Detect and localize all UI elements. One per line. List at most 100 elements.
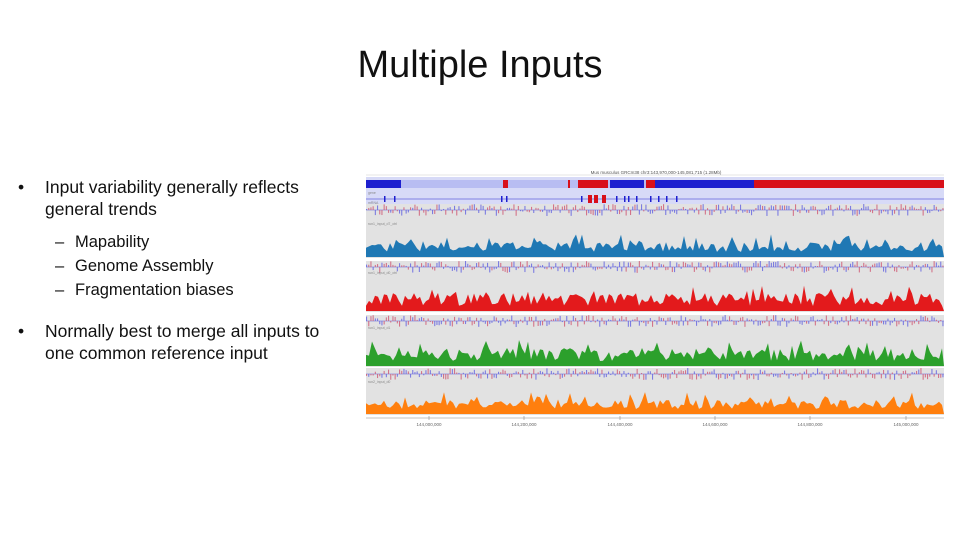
- wiggle-mark: [634, 374, 636, 377]
- wiggle-mark: [603, 204, 605, 210]
- wiggle-mark: [473, 321, 475, 324]
- wiggle-mark: [755, 208, 757, 210]
- wiggle-mark: [733, 374, 735, 380]
- wiggle-mark: [542, 371, 544, 374]
- wiggle-mark: [922, 210, 924, 216]
- wiggle-mark: [647, 371, 649, 374]
- wiggle-mark: [632, 206, 634, 210]
- wiggle-mark: [559, 267, 561, 269]
- wiggle-mark: [687, 210, 689, 215]
- wiggle-mark: [702, 319, 704, 321]
- wiggle-mark: [711, 210, 713, 216]
- wiggle-mark: [579, 319, 581, 321]
- wiggle-mark: [627, 372, 629, 374]
- wiggle-mark: [678, 371, 680, 374]
- wiggle-mark: [579, 208, 581, 210]
- wiggle-mark: [599, 374, 601, 377]
- wiggle-mark: [454, 368, 456, 374]
- wiggle-mark: [484, 321, 486, 324]
- wiggle-mark: [810, 316, 812, 321]
- wiggle-mark: [546, 267, 548, 270]
- wiggle-mark: [619, 371, 621, 374]
- wiggle-mark: [429, 321, 431, 323]
- wiggle-mark: [469, 317, 471, 321]
- wiggle-mark: [539, 265, 541, 267]
- wiggle-mark: [880, 321, 882, 324]
- wiggle-mark: [462, 321, 464, 325]
- wiggle-mark: [372, 206, 374, 210]
- wiggle-mark: [440, 321, 442, 325]
- wiggle-mark: [867, 267, 869, 269]
- wiggle-mark: [825, 208, 827, 210]
- wiggle-mark: [832, 267, 834, 270]
- wiggle-mark: [577, 374, 579, 377]
- wiggle-mark: [652, 321, 654, 327]
- wiggle-mark: [713, 210, 715, 212]
- wiggle-mark: [385, 206, 387, 210]
- wiggle-mark: [555, 318, 557, 321]
- wiggle-mark: [579, 372, 581, 374]
- wiggle-mark: [834, 208, 836, 210]
- wiggle-mark: [847, 267, 849, 271]
- wiggle-mark: [814, 374, 816, 376]
- wiggle-mark: [533, 368, 535, 374]
- wiggle-mark: [467, 208, 469, 210]
- wiggle-mark: [621, 374, 623, 377]
- wiggle-mark: [394, 374, 396, 380]
- wiggle-mark: [876, 204, 878, 210]
- wiggle-mark: [894, 374, 896, 380]
- wiggle-mark: [636, 204, 638, 210]
- sub-bullet-mapability: – Mapability: [18, 230, 353, 254]
- wiggle-mark: [542, 321, 544, 326]
- wiggle-mark: [658, 374, 660, 376]
- wiggle-mark: [667, 205, 669, 210]
- wiggle-mark: [707, 208, 709, 210]
- wiggle-mark: [469, 264, 471, 267]
- wiggle-mark: [768, 321, 770, 327]
- wiggle-mark: [374, 318, 376, 321]
- wiggle-mark: [911, 205, 913, 210]
- wiggle-mark: [575, 267, 577, 270]
- wiggle-mark: [687, 264, 689, 267]
- wiggle-mark: [627, 321, 629, 327]
- wiggle-mark: [872, 374, 874, 378]
- wiggle-mark: [905, 205, 907, 210]
- wiggle-mark: [557, 267, 559, 272]
- wiggle-mark: [385, 317, 387, 321]
- wiggle-mark: [434, 374, 436, 376]
- wiggle-mark: [405, 370, 407, 374]
- wiggle-mark: [858, 321, 860, 324]
- wiggle-mark: [696, 267, 698, 270]
- wiggle-mark: [797, 316, 799, 321]
- wiggle-mark: [817, 319, 819, 321]
- wiggle-mark: [577, 262, 579, 267]
- wiggle-mark: [821, 210, 823, 216]
- wiggle-mark: [517, 205, 519, 210]
- wiggle-mark: [856, 210, 858, 216]
- wiggle-mark: [416, 371, 418, 374]
- wiggle-mark: [874, 263, 876, 267]
- wiggle-mark: [614, 265, 616, 267]
- wiggle-mark: [368, 207, 370, 210]
- wiggle-mark: [478, 262, 480, 267]
- wiggle-mark: [469, 372, 471, 374]
- wiggle-mark: [392, 316, 394, 321]
- wiggle-mark: [621, 267, 623, 272]
- axis-tick-label: 144,000,000: [416, 422, 442, 427]
- wiggle-mark: [456, 372, 458, 374]
- wiggle-mark: [810, 374, 812, 378]
- wiggle-mark: [832, 316, 834, 321]
- wiggle-mark: [583, 206, 585, 210]
- sub-bullet-genome-assembly: – Genome Assembly: [18, 254, 353, 278]
- wiggle-mark: [865, 374, 867, 378]
- wiggle-mark: [779, 321, 781, 326]
- wiggle-mark: [414, 372, 416, 374]
- wiggle-mark: [696, 207, 698, 210]
- wiggle-mark: [852, 261, 854, 267]
- wiggle-mark: [905, 370, 907, 374]
- wiggle-mark: [845, 267, 847, 272]
- wiggle-mark: [467, 263, 469, 267]
- wiggle-mark: [366, 316, 368, 321]
- wiggle-mark: [696, 321, 698, 326]
- wiggle-mark: [922, 374, 924, 380]
